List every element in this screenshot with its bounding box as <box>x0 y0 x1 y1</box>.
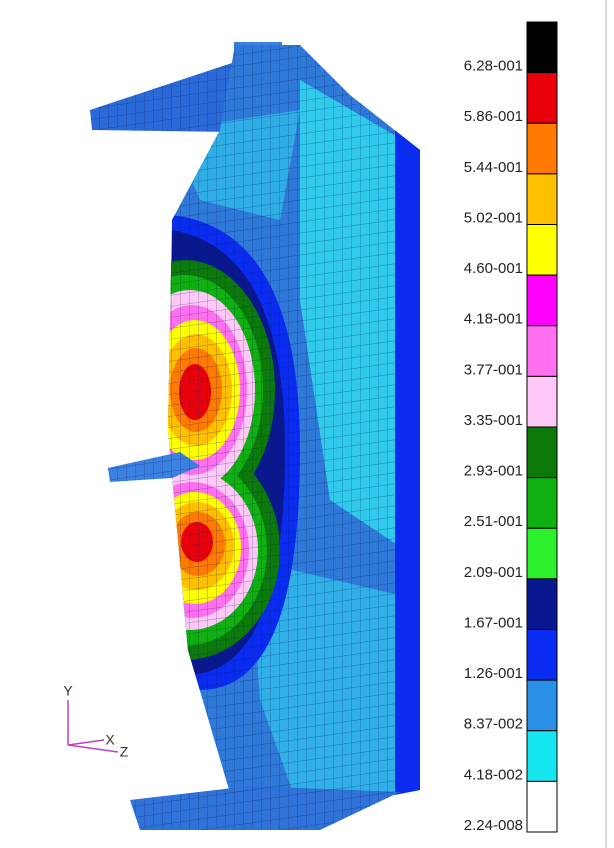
legend-label: 3.77-001 <box>464 361 523 378</box>
legend-label: 1.26-001 <box>464 665 523 682</box>
legend-swatch <box>527 123 557 174</box>
triad-label: Z <box>120 744 129 760</box>
legend-label: 2.51-001 <box>464 513 523 530</box>
legend-swatch <box>527 680 557 731</box>
legend-label: 1.67-001 <box>464 614 523 631</box>
legend-swatch <box>527 22 557 73</box>
legend-label: 5.02-001 <box>464 209 523 226</box>
legend-swatch <box>527 579 557 630</box>
legend-label: 3.35-001 <box>464 412 523 429</box>
legend-swatch <box>527 376 557 427</box>
legend-label: 2.93-001 <box>464 463 523 480</box>
legend-swatch <box>527 73 557 124</box>
legend-swatch <box>527 630 557 681</box>
legend-swatch <box>527 225 557 276</box>
legend-swatch <box>527 326 557 377</box>
legend-label: 5.86-001 <box>464 108 523 125</box>
legend-swatch <box>527 528 557 579</box>
legend-label: 5.44-001 <box>464 159 523 176</box>
legend-swatch <box>527 781 557 832</box>
legend-label: 2.09-001 <box>464 564 523 581</box>
triad-label: Y <box>63 683 73 699</box>
legend-swatch <box>527 174 557 225</box>
legend-swatch <box>527 731 557 782</box>
legend-swatch <box>527 478 557 529</box>
legend-label: 4.18-001 <box>464 311 523 328</box>
triad-label: X <box>105 732 115 748</box>
legend-label: 4.60-001 <box>464 260 523 277</box>
legend-swatch <box>527 427 557 478</box>
legend-label: 6.28-001 <box>464 58 523 75</box>
screenshot: Y X Z 6.28-001 5.86-001 5.44-001 5.02-001 4.… <box>0 0 614 848</box>
legend-swatch <box>527 275 557 326</box>
legend-label: 2.24-008 <box>464 817 523 834</box>
legend-label: 4.18-002 <box>464 766 523 783</box>
legend-label: 8.37-002 <box>464 716 523 733</box>
